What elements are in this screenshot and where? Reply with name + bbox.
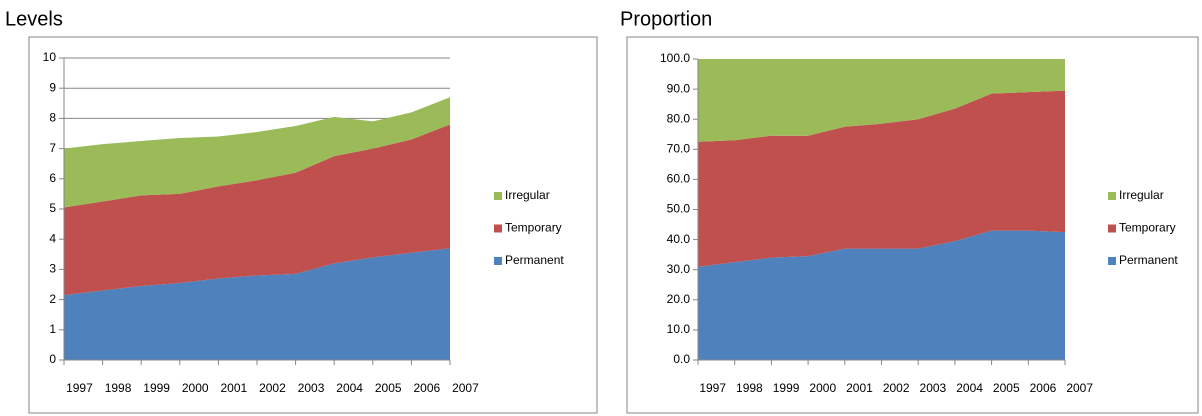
x-tick-label: 2000 [809,381,836,395]
legend-swatch [494,257,502,265]
y-tick-label: 100.0 [660,51,690,65]
area [64,97,450,208]
area [698,59,1065,142]
y-tick-label: 3 [49,262,56,276]
x-tick-label: 2003 [920,381,947,395]
y-tick-label: 20.0 [667,292,691,306]
y-tick-label: 6 [49,171,56,185]
y-tick-label: 40.0 [667,232,691,246]
y-tick-label: 7 [49,141,56,155]
y-tick-label: 1 [49,322,56,336]
chart-title: Proportion [620,8,712,30]
x-tick-label: 1998 [736,381,763,395]
y-tick-label: 80.0 [667,111,691,125]
x-tick-label: 2006 [413,381,440,395]
y-tick-label: 60.0 [667,172,691,186]
legend-label: Permanent [505,253,564,267]
x-tick-label: 2002 [259,381,286,395]
legend-swatch [1108,192,1116,200]
legend-label: Temporary [1119,221,1176,235]
legend-swatch [1108,257,1116,265]
area [698,230,1065,360]
x-tick-label: 2001 [220,381,247,395]
area [698,90,1065,267]
x-tick-label: 2005 [993,381,1020,395]
y-tick-label: 5 [49,201,56,215]
x-tick-label: 2002 [883,381,910,395]
x-tick-label: 2000 [182,381,209,395]
legend-label: Irregular [1119,188,1164,202]
legend-label: Permanent [1119,253,1178,267]
x-tick-label: 1998 [105,381,132,395]
y-tick-label: 10 [43,50,57,64]
legend-label: Irregular [505,188,550,202]
y-tick-label: 2 [49,292,56,306]
x-tick-label: 2004 [956,381,983,395]
area [64,248,450,360]
legend-swatch [494,192,502,200]
y-tick-label: 4 [49,231,56,245]
y-tick-label: 0.0 [673,352,690,366]
x-tick-label: 2006 [1030,381,1057,395]
chart-title: Levels [5,8,63,30]
y-tick-label: 50.0 [667,202,691,216]
x-tick-label: 1999 [143,381,170,395]
x-tick-label: 2007 [1066,381,1093,395]
y-tick-label: 70.0 [667,141,691,155]
x-tick-label: 2005 [375,381,402,395]
area [64,124,450,296]
y-tick-label: 9 [49,80,56,94]
y-tick-label: 90.0 [667,81,691,95]
y-tick-label: 8 [49,111,56,125]
y-tick-label: 0 [49,352,56,366]
legend-swatch [1108,224,1116,233]
x-tick-label: 1997 [699,381,726,395]
x-tick-label: 2001 [846,381,873,395]
x-tick-label: 1997 [66,381,93,395]
x-tick-label: 2003 [298,381,325,395]
y-tick-label: 10.0 [667,322,691,336]
x-tick-label: 2004 [336,381,363,395]
legend-swatch [494,224,502,233]
x-tick-label: 1999 [773,381,800,395]
x-tick-label: 2007 [452,381,479,395]
legend-label: Temporary [505,221,562,235]
y-tick-label: 30.0 [667,262,691,276]
